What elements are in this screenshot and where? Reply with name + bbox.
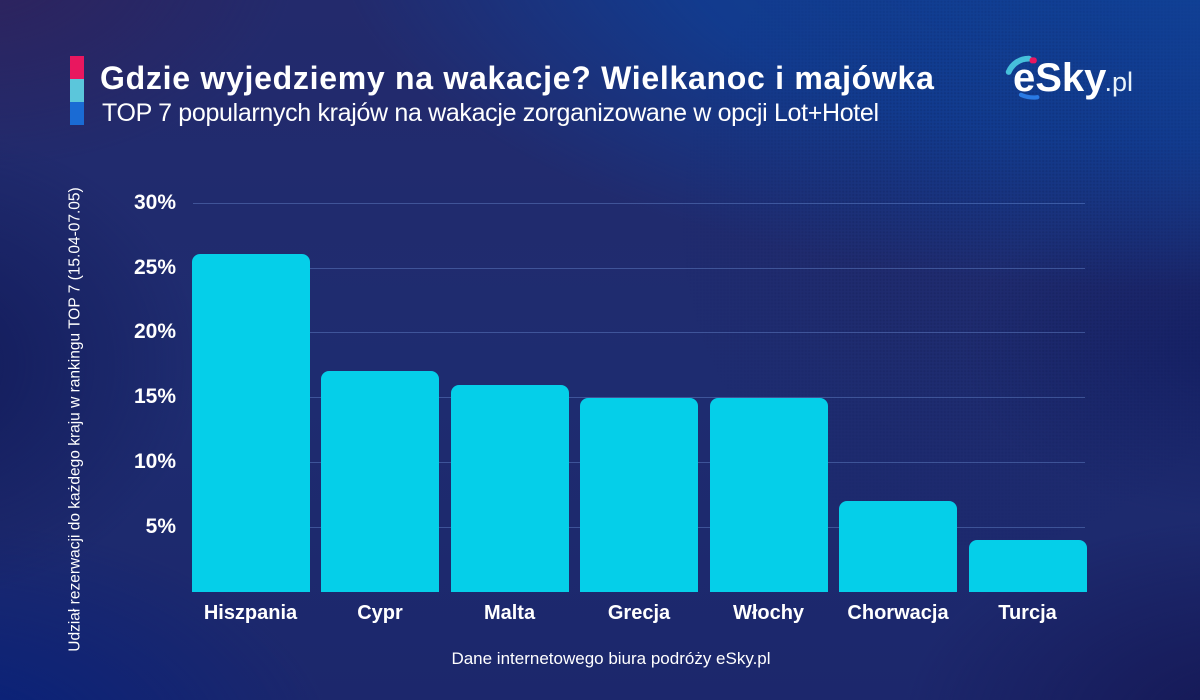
svg-text:.pl: .pl <box>1105 67 1134 97</box>
svg-text:eSky: eSky <box>1013 56 1107 100</box>
